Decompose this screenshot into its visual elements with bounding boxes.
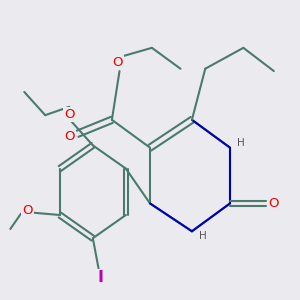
Text: O: O <box>112 56 123 69</box>
Text: H: H <box>199 231 206 241</box>
Text: O: O <box>64 108 74 121</box>
Text: I: I <box>98 270 103 285</box>
Text: O: O <box>268 197 279 210</box>
Text: O: O <box>22 204 33 217</box>
Text: O: O <box>64 130 74 142</box>
Text: H: H <box>237 138 244 148</box>
